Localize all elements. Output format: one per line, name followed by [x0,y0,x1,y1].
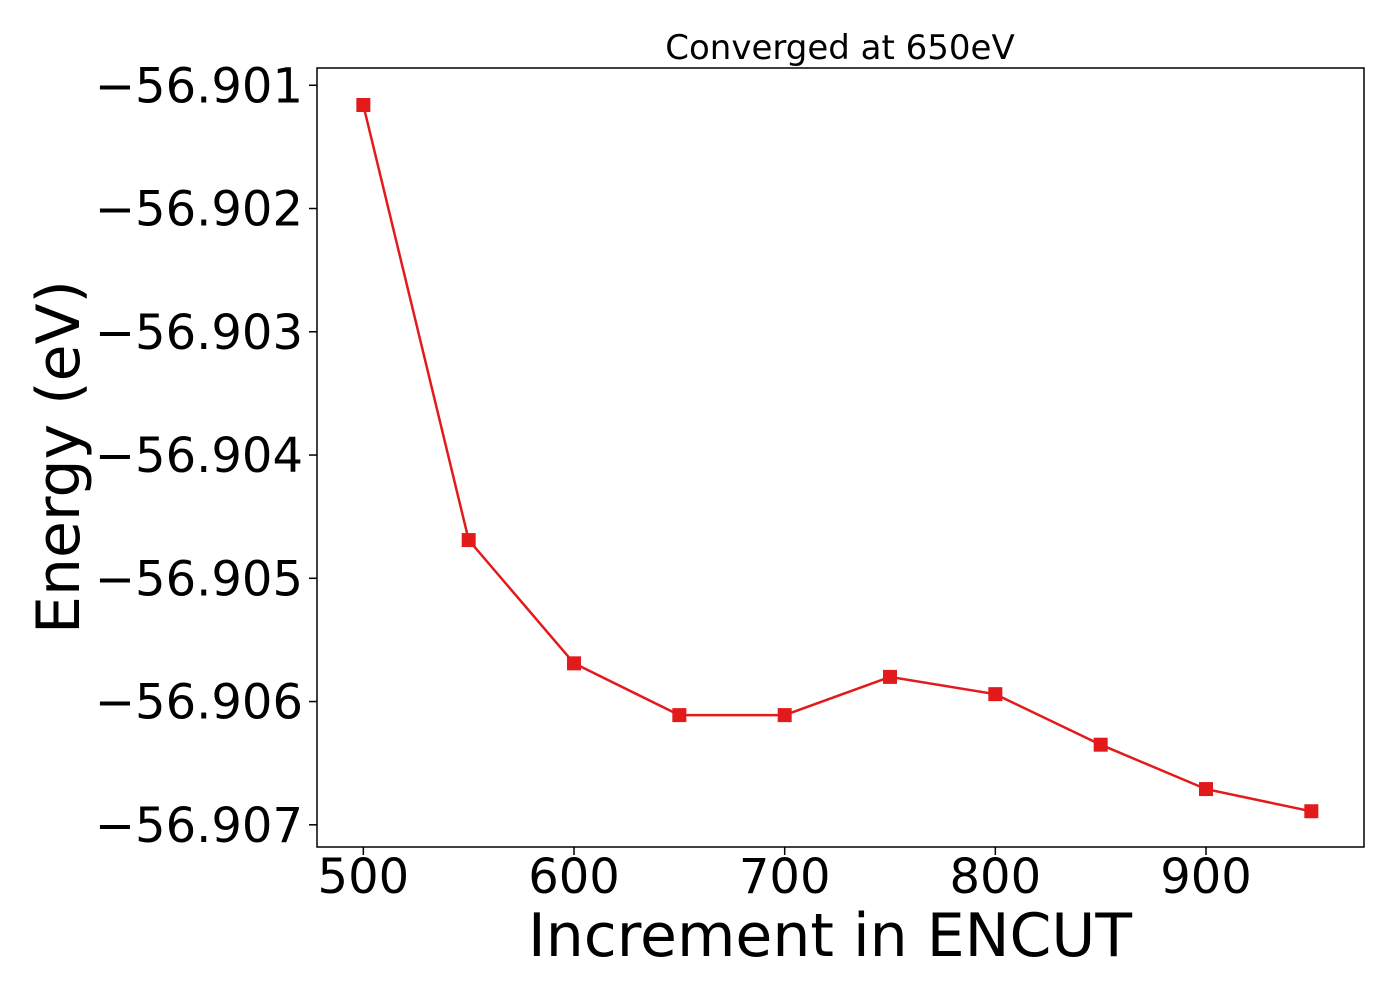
data-point-marker [777,708,792,723]
data-point-marker [461,533,476,548]
x-tick-label: 500 [318,849,410,905]
data-point-marker [883,669,898,684]
y-tick-label: −56.905 [95,551,303,607]
data-point-marker [988,687,1003,702]
data-point-marker [1199,782,1214,797]
y-tick-label: −56.907 [95,798,303,854]
plot-frame [316,67,1365,848]
data-point-marker [1304,804,1319,819]
y-tick-label: −56.902 [95,182,303,238]
data-point-marker [672,708,687,723]
y-tick-label: −56.904 [95,428,303,484]
y-axis-label: Energy (eV) [24,280,94,634]
x-tick-label: 700 [739,849,831,905]
chart-title: Converged at 650eV [665,28,1014,68]
y-tick-label: −56.906 [95,675,303,731]
data-series [356,97,1319,819]
series-line [362,104,1312,813]
axis-ticks: 500 600 700 800 900 −56.901 −56.902 −56.903 −56.… [95,58,1252,905]
data-point-marker [567,656,582,671]
y-tick-label: −56.901 [95,58,303,114]
x-axis-label: Increment in ENCUT [528,901,1132,971]
x-tick-label: 800 [950,849,1042,905]
y-tick-label: −56.903 [95,305,303,361]
data-point-marker [1093,737,1108,752]
x-tick-label: 600 [528,849,620,905]
data-point-marker [356,97,371,112]
x-tick-label: 900 [1160,849,1252,905]
